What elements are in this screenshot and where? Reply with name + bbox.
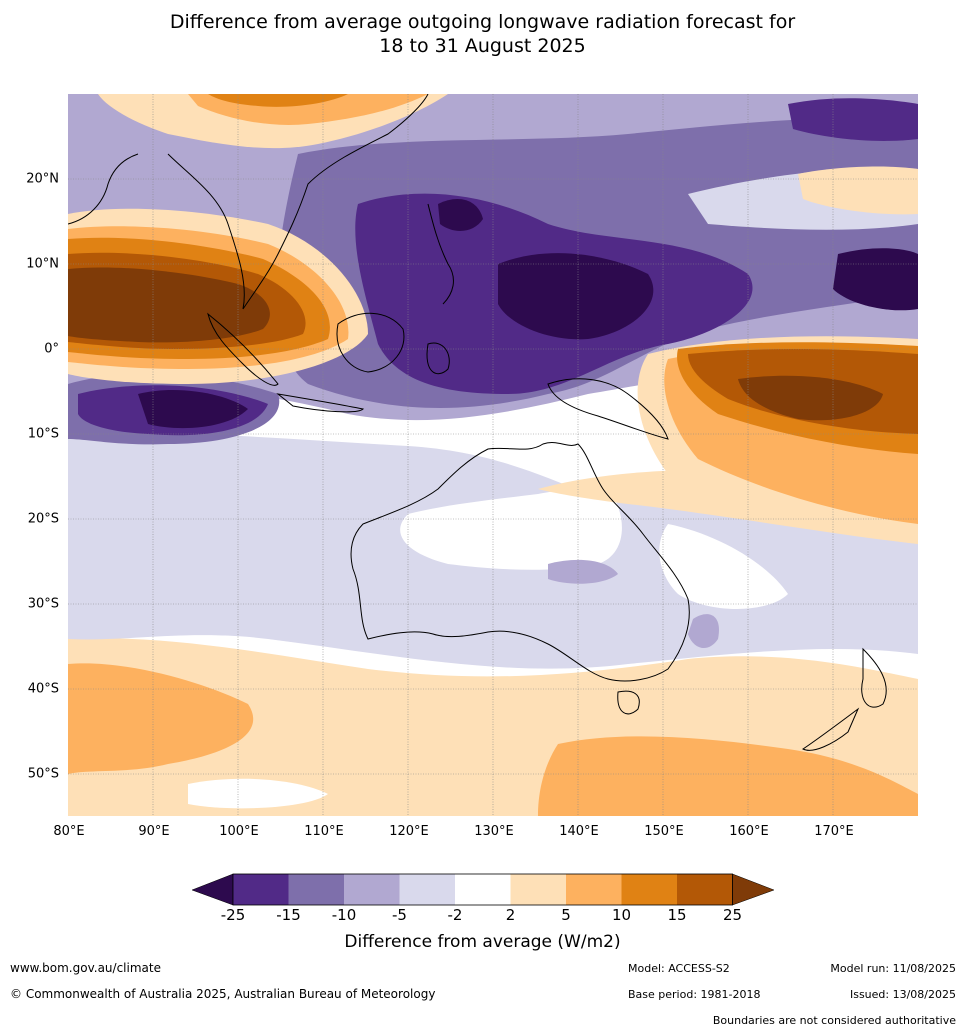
- lon-label-130e: 130°E: [474, 824, 514, 839]
- lon-label-80e: 80°E: [53, 824, 85, 839]
- coastline-new-zealand-north: [861, 647, 887, 708]
- colorbar-swatch-3: [344, 874, 400, 905]
- lon-label-140e: 140°E: [559, 824, 599, 839]
- lon-label-160e: 160°E: [729, 824, 769, 839]
- map-svg: [68, 94, 918, 816]
- lat-label-20s: 20°S: [27, 511, 59, 527]
- anomaly-region-coral-sea-darkest-brown: [738, 375, 883, 421]
- lat-label-50s: 50°S: [27, 766, 59, 782]
- colorbar-swatch-9: [677, 874, 733, 905]
- coastlines: [68, 94, 887, 751]
- lon-label-170e: 170°E: [814, 824, 854, 839]
- footer-model-run: Model run: 11/08/2025: [830, 962, 956, 975]
- lat-label-30s: 30°S: [27, 596, 59, 612]
- footer-base-period: Base period: 1981-2018: [628, 988, 761, 1001]
- title-line-1: Difference from average outgoing longwav…: [169, 11, 796, 33]
- anomaly-region-bight-lavender: [548, 559, 618, 584]
- anomaly-region-philippines-darkest: [438, 199, 483, 231]
- colorbar-swatch-2: [288, 874, 344, 905]
- lat-label-10s: 10°S: [27, 426, 59, 442]
- lat-label-20n: 20°N: [26, 171, 59, 187]
- colorbar-tick-1: -15: [276, 906, 301, 924]
- anomaly-region-tasman-lavender: [688, 614, 719, 649]
- anomaly-region-china-dark-orange: [208, 94, 348, 107]
- anomaly-region-south-orange-west: [68, 663, 254, 774]
- lat-label-0: 0°: [44, 341, 59, 357]
- anomaly-region-australia-white: [400, 486, 622, 570]
- colorbar-tick-5: 2: [505, 906, 516, 924]
- coastline-india: [68, 153, 139, 225]
- colorbar-svg: [191, 873, 775, 906]
- coastline-tasmania: [617, 690, 640, 715]
- map-gridlines: [68, 94, 918, 816]
- colorbar-swatch-1: [233, 874, 289, 905]
- lon-label-110e: 110°E: [304, 824, 344, 839]
- colorbar-tick-7: 10: [611, 906, 632, 924]
- coastline-sumatra: [207, 312, 279, 386]
- colorbar-tick-2: -10: [331, 906, 357, 924]
- coastline-australia: [350, 442, 690, 682]
- colorbar-label: Difference from average (W/m2): [344, 932, 621, 952]
- coastline-borneo: [336, 312, 405, 373]
- lat-label-10n: 10°N: [26, 256, 59, 272]
- lon-label-100e: 100°E: [219, 824, 259, 839]
- coastline-new-guinea: [547, 378, 669, 440]
- coastline-new-zealand-south: [802, 707, 860, 751]
- title-line-2: 18 to 31 August 2025: [379, 35, 586, 57]
- colorbar-swatch-10: [732, 873, 775, 906]
- colorbar-tick-4: -2: [447, 906, 463, 924]
- colorbar-swatch-6: [510, 874, 566, 905]
- coastline-java: [276, 393, 365, 413]
- colorbar-tick-9: 25: [722, 906, 743, 924]
- colorbar-tick-6: 5: [561, 906, 571, 924]
- lon-label-90e: 90°E: [138, 824, 170, 839]
- coastline-sulawesi: [426, 342, 450, 375]
- olr-anomaly-map: [68, 94, 918, 816]
- anomaly-region-indian-ocean-darkest: [138, 389, 248, 429]
- anomaly-region-north-pacific-dark-purple: [788, 98, 918, 141]
- colorbar-tick-0: -25: [220, 906, 246, 924]
- anomaly-region-philippine-sea-darkest: [498, 253, 654, 340]
- footer-issued: Issued: 13/08/2025: [849, 988, 956, 1001]
- footer-model: Model: ACCESS-S2: [628, 962, 730, 975]
- anomaly-region-east-pacific-darkest: [833, 248, 918, 311]
- lon-label-120e: 120°E: [389, 824, 429, 839]
- coastline-philippines: [427, 203, 454, 305]
- colorbar-swatch-5: [455, 874, 511, 905]
- anomaly-region-south-orange-east: [538, 736, 918, 816]
- colorbar-tick-8: 15: [667, 906, 687, 924]
- footer-website[interactable]: www.bom.gov.au/climate: [10, 961, 161, 975]
- anomaly-region-north-pacific-light-orange: [798, 166, 918, 215]
- colorbar-frame: [232, 873, 733, 906]
- colorbar-swatch-8: [621, 874, 677, 905]
- map-title: Difference from average outgoing longwav…: [0, 10, 965, 58]
- colorbar-swatch-0: [191, 873, 234, 906]
- colorbar: [190, 872, 780, 916]
- anomaly-region-south-white-patch: [188, 778, 328, 809]
- colorbar-swatch-7: [566, 874, 622, 905]
- footer-disclaimer: Boundaries are not considered authoritat…: [712, 1014, 956, 1027]
- footer-copyright: © Commonwealth of Australia 2025, Austra…: [10, 987, 436, 1001]
- colorbar-swatch-4: [399, 874, 455, 905]
- lon-label-150e: 150°E: [644, 824, 684, 839]
- coastline-southeast-asia: [167, 94, 429, 310]
- anomaly-region-east-white: [659, 524, 788, 609]
- colorbar-tick-3: -5: [392, 906, 407, 924]
- lat-label-40s: 40°S: [27, 681, 59, 697]
